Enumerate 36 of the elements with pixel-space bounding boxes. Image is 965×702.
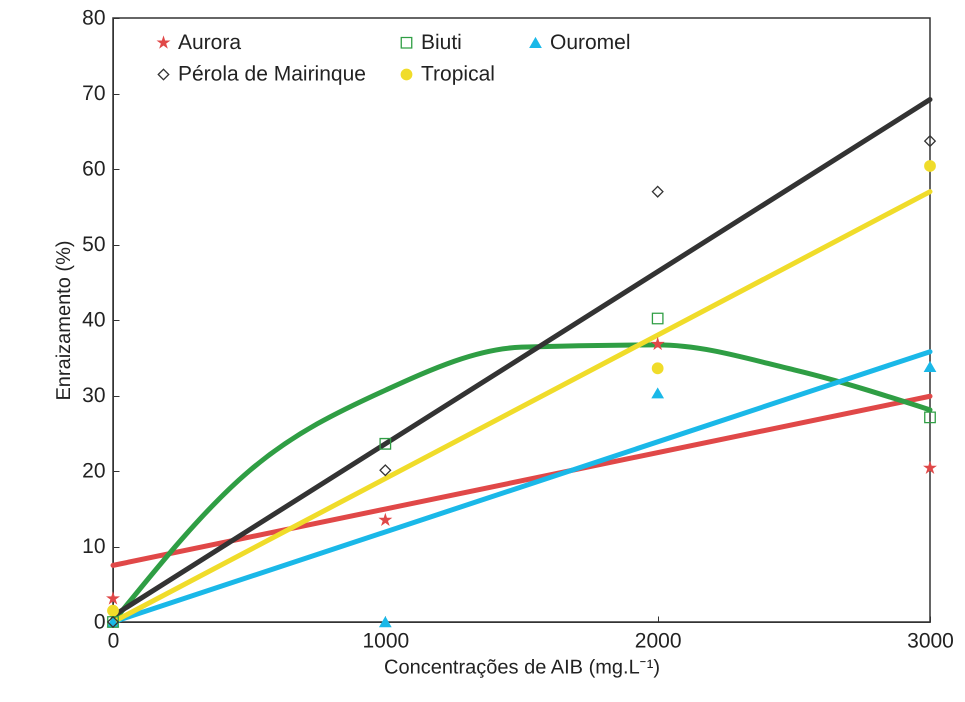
legend-label: Biuti	[421, 30, 462, 54]
point	[380, 514, 391, 525]
point	[107, 592, 119, 604]
y-tick-label: 10	[82, 535, 106, 558]
legend-label: Ouromel	[550, 30, 631, 54]
y-tick-label: 30	[82, 384, 106, 407]
point	[924, 362, 936, 372]
point	[107, 604, 119, 617]
legend-label: Aurora	[178, 30, 242, 54]
point	[379, 438, 392, 450]
point	[924, 135, 936, 147]
legend-label: Tropical	[421, 62, 495, 86]
point	[924, 160, 936, 172]
x-tick-label: 0	[108, 630, 120, 652]
y-tick-label: 40	[82, 308, 106, 332]
point	[652, 186, 664, 198]
point	[379, 616, 392, 628]
x-tick-label: 1000	[362, 630, 410, 652]
y-tick-label: 0	[94, 610, 106, 634]
y-tick-label: 80	[82, 6, 106, 30]
y-tick-label: 50	[82, 233, 106, 256]
y-tick-label: 20	[82, 460, 106, 482]
x-tick-label: 3000	[907, 630, 954, 652]
x-axis-title: Concentrações de AIB (mg.L⁻¹)	[384, 656, 660, 678]
x-tick-label: 2000	[634, 630, 682, 652]
legend-label: Pérola de Mairinque	[178, 62, 366, 86]
point	[379, 464, 392, 476]
point	[652, 388, 664, 398]
point	[924, 412, 936, 424]
point	[924, 462, 936, 473]
point	[652, 338, 664, 350]
y-axis-title: Enraizamento (%)	[53, 240, 76, 401]
y-tick-label: 60	[82, 158, 106, 180]
y-tick-label: 70	[82, 82, 106, 105]
point	[652, 312, 664, 324]
point	[652, 362, 664, 374]
